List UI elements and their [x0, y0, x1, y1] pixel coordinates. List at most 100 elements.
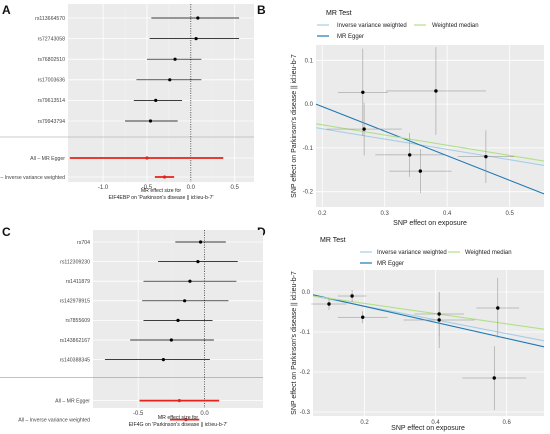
snp-point [169, 338, 173, 342]
forest-plot-eif4g: rs704 rs112309230 rs1411879 rs142978915 rs78… [0, 230, 263, 428]
snp-label: rs142978915 [60, 299, 90, 305]
x-tick-label: -0.5 [133, 411, 144, 417]
summary-label: All – Inverse variance weighted [0, 175, 65, 181]
plot-background [313, 270, 544, 416]
regression-line [312, 295, 545, 330]
snp-point [437, 312, 441, 316]
y-axis-title: SNP effect on Parkinson's disease || id:… [291, 54, 298, 198]
x-axis-ticks: 0.2 0.3 0.4 0.5 [318, 211, 514, 217]
snp-point [361, 315, 365, 319]
y-tick-label: -0.1 [300, 330, 311, 336]
x-tick-label: -0.5 [142, 185, 153, 191]
regression-line [315, 127, 545, 166]
snp-label: rs79943794 [38, 119, 66, 125]
plot-background [316, 45, 544, 207]
snp-point [361, 90, 365, 94]
snp-label: rs704 [77, 240, 90, 246]
snp-label: rs112309230 [60, 259, 90, 265]
scatter-marks [311, 278, 527, 410]
snp-labels: rs704 rs112309230 rs1411879 rs142978915 rs78… [18, 240, 90, 424]
regression-line [312, 294, 545, 348]
x-axis-title: SNP effect on exposure [391, 425, 465, 432]
y-tick-label: -0.2 [300, 370, 311, 376]
summary-point [145, 156, 149, 160]
legend-label-ivw: Inverse variance weighted [377, 250, 447, 256]
x-tick-label: 0.4 [443, 211, 452, 217]
panel-letter-c: C [2, 225, 11, 239]
y-tick-label: -0.3 [300, 410, 311, 416]
snp-labels: rs113664570 rs72743058 rs76802510 rs1700363… [0, 16, 65, 181]
legend-label-egger: MR Egger [337, 34, 364, 40]
regression-line [315, 123, 545, 162]
scatter-plot-eif4ebp: 0.2 0.3 0.4 0.5 0.1 0.0 -0.1 -0.2 SNP effect o… [291, 10, 545, 227]
snp-label: rs140388345 [60, 357, 90, 363]
snp-point [154, 98, 158, 102]
x-axis-title-line1: MR effect size for [158, 415, 199, 421]
snp-point [194, 37, 198, 41]
y-tick-label: -0.2 [303, 190, 314, 196]
x-axis-ticks: 0.2 0.4 0.6 [360, 420, 511, 426]
snp-label: rs1411879 [66, 279, 90, 285]
snp-label: rs143862167 [60, 338, 90, 344]
snp-point [173, 57, 177, 61]
snp-point [434, 89, 438, 93]
regression-lines [312, 294, 545, 348]
snp-point [418, 169, 423, 173]
x-tick-label: 0.6 [503, 420, 512, 426]
snp-point [148, 119, 153, 123]
panel-letter-a: A [2, 3, 11, 17]
panel-letter-b: B [257, 3, 266, 17]
legend-title: MR Test [326, 10, 352, 17]
legend-label-egger: MR Egger [377, 261, 404, 267]
snp-label: rs17003636 [38, 78, 66, 84]
grid-lines [316, 45, 544, 207]
x-tick-label: 0.4 [431, 420, 440, 426]
regression-lines [315, 103, 545, 195]
regression-line [315, 103, 545, 195]
x-tick-label: 0.0 [187, 185, 196, 191]
legend: MR Test Inverse variance weighted MR Egg… [320, 237, 512, 267]
y-tick-label: 0.0 [302, 290, 311, 296]
forest-marks [0, 4, 254, 182]
x-tick-label: -1.0 [98, 185, 109, 191]
summary-label: All – MR Egger [55, 398, 90, 404]
x-tick-label: 0.5 [505, 211, 514, 217]
x-axis-title-line2: EIF4G on 'Parkinson's disease || id:ieu-… [129, 422, 228, 428]
legend-title: MR Test [320, 237, 346, 244]
snp-point [496, 306, 500, 310]
snp-point [188, 279, 192, 283]
snp-point [168, 78, 172, 82]
y-tick-label: 0.1 [305, 58, 314, 64]
x-tick-label: 0.5 [231, 185, 240, 191]
x-tick-label: 0.3 [381, 211, 390, 217]
legend: MR Test Inverse variance weighted MR Egg… [317, 10, 479, 40]
y-tick-label: 0.0 [305, 102, 314, 108]
snp-point [407, 153, 412, 157]
y-axis-title: SNP effect on Parkinson's disease || id:… [291, 271, 298, 415]
scatter-plot-eif4g: 0.2 0.4 0.6 0.0 -0.1 -0.2 -0.3 SNP effect on … [291, 237, 545, 432]
summary-point [162, 175, 167, 179]
scatter-marks [326, 47, 515, 193]
snp-point [176, 318, 180, 322]
summary-label: All – Inverse variance weighted [18, 417, 90, 423]
x-tick-label: 0.0 [200, 411, 209, 417]
x-axis-title-line1: MR effect size for [141, 188, 182, 194]
forest-plot-eif4ebp: rs113664570 rs72743058 rs76802510 rs1700363… [0, 4, 254, 201]
snp-point [362, 127, 366, 131]
summary-point [177, 399, 181, 403]
summary-point [184, 418, 188, 422]
snp-point [492, 376, 496, 380]
legend-label-wm: Weighted median [465, 250, 512, 256]
x-tick-label: 0.2 [318, 211, 327, 217]
x-axis-title-line2: EIF4EBP on 'Parkinson's disease || id:ie… [108, 195, 213, 201]
x-tick-label: 0.2 [360, 420, 369, 426]
legend-label-wm: Weighted median [432, 23, 479, 29]
legend-label-ivw: Inverse variance weighted [337, 23, 407, 29]
plot-background [68, 4, 254, 182]
snp-point [196, 16, 200, 20]
y-axis-ticks: 0.0 -0.1 -0.2 -0.3 [300, 290, 311, 416]
x-axis-ticks: -0.5 0.0 [133, 411, 209, 417]
snp-point [183, 299, 187, 303]
snp-point [484, 154, 488, 159]
